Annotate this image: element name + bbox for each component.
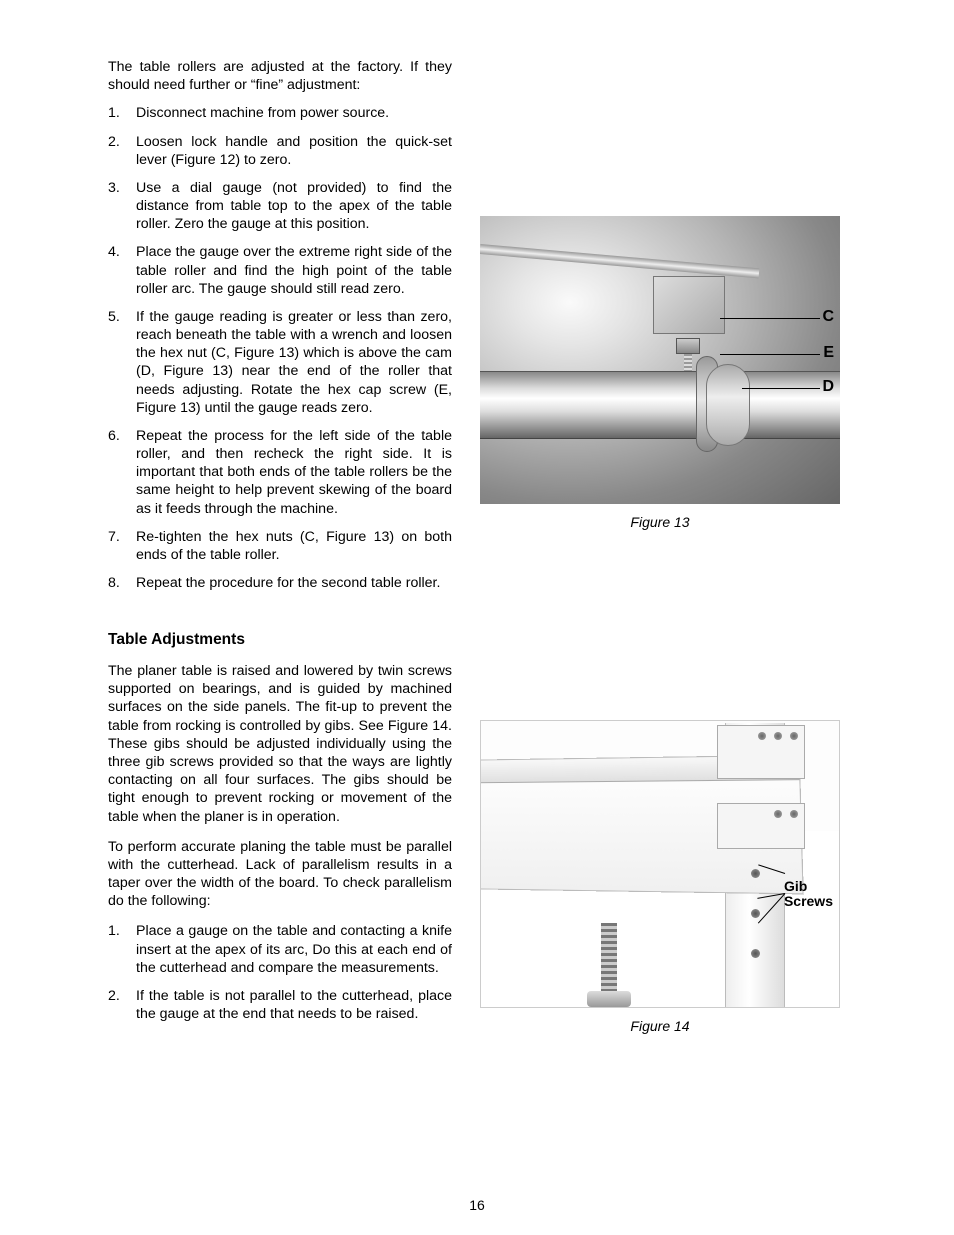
step-item: If the gauge reading is greater or less …	[108, 308, 452, 417]
figure-14-image: Gib Screws	[480, 720, 840, 1008]
figure-13-label-d: D	[822, 378, 834, 396]
left-column: The table rollers are adjusted at the fa…	[108, 58, 452, 1034]
parallelism-steps-list: Place a gauge on the table and contactin…	[108, 922, 452, 1023]
figure-14-caption: Figure 14	[480, 1018, 840, 1034]
step-item: Place the gauge over the extreme right s…	[108, 243, 452, 298]
step-item: Loosen lock handle and position the quic…	[108, 133, 452, 169]
step-item: Disconnect machine from power source.	[108, 104, 452, 122]
table-adjustments-para-2: To perform accurate planing the table mu…	[108, 838, 452, 911]
adjustment-steps-list: Disconnect machine from power source. Lo…	[108, 104, 452, 592]
figure-13-image: C E D	[480, 216, 840, 504]
intro-paragraph: The table rollers are adjusted at the fa…	[108, 58, 452, 94]
step-item: Place a gauge on the table and contactin…	[108, 922, 452, 977]
figure-13-caption: Figure 13	[480, 514, 840, 530]
figure-13-container: C E D Figure 13	[480, 216, 870, 530]
section-heading-table-adjustments: Table Adjustments	[108, 630, 452, 650]
page-number: 16	[0, 1197, 954, 1213]
step-item: Repeat the procedure for the second tabl…	[108, 574, 452, 592]
step-item: Re-tighten the hex nuts (C, Figure 13) o…	[108, 528, 452, 564]
figure-13-label-e: E	[823, 344, 834, 362]
figure-13-label-c: C	[822, 308, 834, 326]
step-item: Use a dial gauge (not provided) to find …	[108, 179, 452, 234]
table-adjustments-para-1: The planer table is raised and lowered b…	[108, 662, 452, 826]
step-item: Repeat the process for the left side of …	[108, 427, 452, 518]
figure-14-container: Gib Screws Figure 14	[480, 720, 870, 1034]
step-item: If the table is not parallel to the cutt…	[108, 987, 452, 1023]
figure-14-label-gib-screws: Gib Screws	[784, 879, 833, 910]
right-column: C E D Figure 13	[480, 58, 870, 1034]
